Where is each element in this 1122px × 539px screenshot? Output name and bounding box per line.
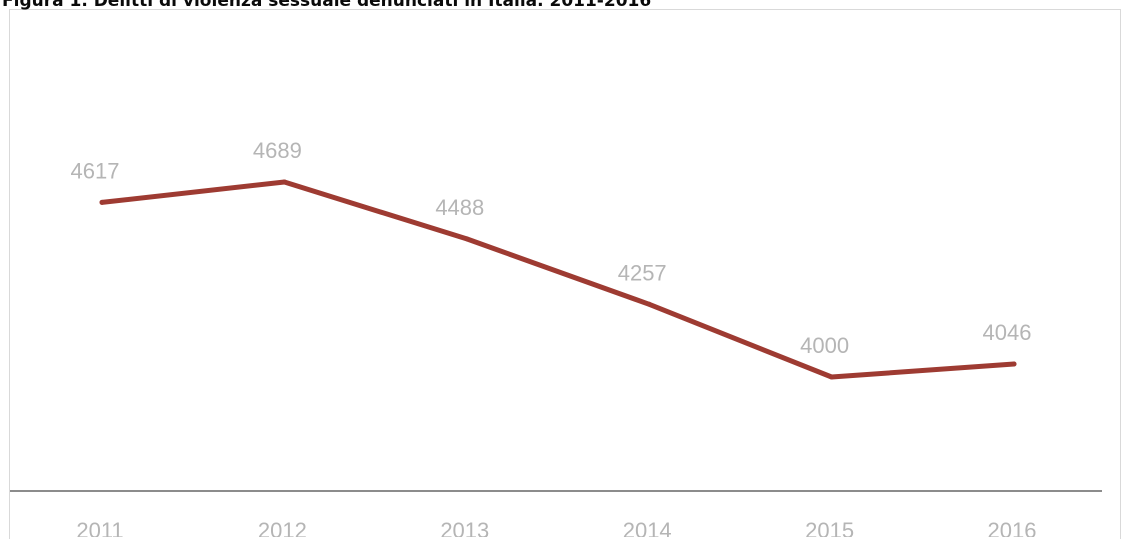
x-tick-label-2015: 2015: [805, 518, 854, 537]
data-point-2015: [829, 374, 835, 380]
data-label-2012: 4689: [253, 138, 302, 163]
data-point-2011: [99, 199, 105, 205]
data-point-2016: [1011, 361, 1017, 367]
x-tick-label-2011: 2011: [76, 518, 123, 537]
chart-frame: [9, 9, 1121, 539]
data-label-2014: 4257: [618, 260, 667, 285]
x-tick-label-2012: 2012: [258, 518, 307, 537]
data-point-2013: [464, 236, 470, 242]
chart-title: Figura 1. Delitti di violenza sessuale d…: [2, 0, 652, 11]
data-labels: 4617 4689 4488 4257 4000 4046: [71, 138, 1032, 358]
x-tick-labels: 2011 2012 2013 2014 2015 2016: [76, 518, 1036, 537]
x-tick-label-2013: 2013: [440, 518, 489, 537]
data-label-2013: 4488: [435, 195, 484, 220]
data-point-2012: [281, 179, 287, 185]
data-label-2015: 4000: [800, 333, 849, 358]
x-tick-label-2014: 2014: [623, 518, 672, 537]
data-label-2016: 4046: [983, 320, 1032, 345]
data-point-2014: [646, 301, 652, 307]
x-tick-label-2016: 2016: [988, 518, 1037, 537]
data-label-2011: 4617: [71, 158, 120, 183]
series-line: [99, 179, 1017, 380]
series-layer: [99, 179, 1017, 380]
